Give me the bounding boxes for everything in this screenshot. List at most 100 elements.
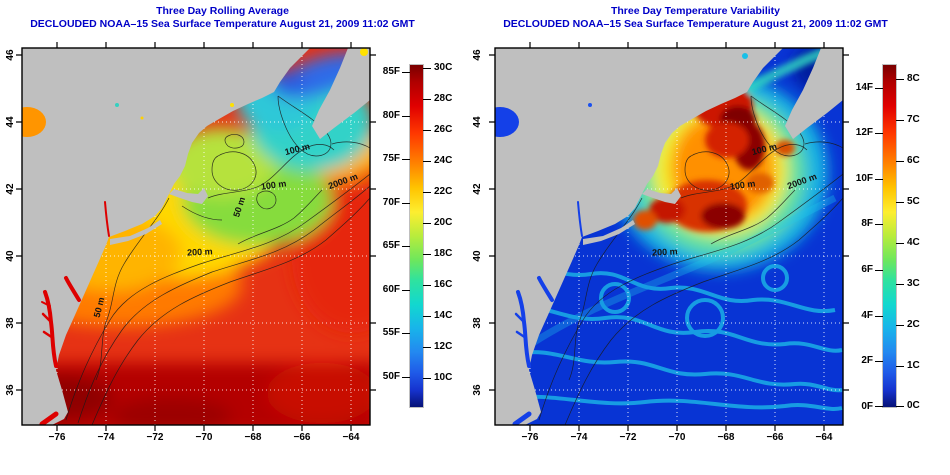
axis-ticks — [489, 42, 849, 431]
x-tick: −70 — [195, 432, 213, 443]
colorbar-c-label: 18C — [434, 248, 453, 259]
x-tick: −66 — [293, 432, 311, 443]
sst-average-map-canvas: 100 m 100 m 50 m 2000 m 200 m 50 m — [16, 42, 376, 431]
colorbar-f-label: 55F — [382, 327, 400, 338]
y-tick: 40 — [4, 250, 16, 262]
x-tick: −74 — [97, 432, 115, 443]
colorbar-f-label: 80F — [382, 110, 400, 121]
left-title: Three Day Rolling Average — [156, 5, 289, 17]
panel-sst-average: Three Day Rolling Average DECLOUDED NOAA… — [0, 0, 473, 475]
contour-label: 200 m — [187, 246, 213, 257]
colorbar-c-label: 16C — [434, 279, 453, 290]
colorbar-c-label: 22C — [434, 186, 453, 197]
colorbar-c-label: 26C — [434, 124, 453, 135]
colorbar-c-label: 8C — [907, 73, 920, 84]
colorbar-f-label: 65F — [382, 240, 400, 251]
right-title: Three Day Temperature Variability — [610, 5, 781, 17]
right-subtitle: DECLOUDED NOAA–15 Sea Surface Temperatur… — [503, 18, 888, 30]
colorbar-f-label: 85F — [382, 66, 400, 77]
colorbar-c-label: 14C — [434, 310, 453, 321]
y-tick: 38 — [4, 317, 16, 329]
lake-ontario — [22, 107, 46, 137]
map-frame — [494, 47, 844, 426]
colorbar-f-label: 0F — [861, 401, 873, 412]
contour-labels: 100 m 100 m 2000 m 200 m — [652, 141, 818, 258]
x-tick: −76 — [521, 432, 539, 443]
colorbar-f-label: 10F — [855, 173, 873, 184]
estuaries — [39, 201, 110, 425]
x-tick: −64 — [815, 432, 833, 443]
cape-cod — [642, 188, 681, 204]
colorbar-c-label: 7C — [907, 114, 920, 125]
colorbar-f-label: 60F — [382, 284, 400, 295]
high-variability-blobs — [633, 48, 827, 232]
x-tick: −76 — [48, 432, 66, 443]
colorbar-f-label: 12F — [855, 127, 873, 138]
sst-average-map: 100 m 100 m 50 m 2000 m 200 m 50 m — [16, 42, 376, 431]
variability-colorbar — [882, 64, 897, 408]
map-frame — [21, 47, 371, 426]
variability-swirls — [500, 194, 843, 411]
y-tick: 46 — [4, 49, 16, 61]
colorbar-f-label: 14F — [855, 82, 873, 93]
colorbar-f-label: 2F — [861, 355, 873, 366]
long-island — [583, 220, 635, 245]
contour-label: 50 m — [92, 296, 107, 318]
cape-cod — [169, 188, 208, 204]
long-island — [110, 220, 162, 245]
y-tick: 36 — [471, 384, 483, 396]
x-tick: −68 — [244, 432, 262, 443]
y-tick: 36 — [4, 384, 16, 396]
colorbar-f-label: 6F — [861, 264, 873, 275]
y-tick: 44 — [471, 116, 483, 128]
estuaries — [512, 201, 583, 425]
mainland-coast — [22, 48, 310, 425]
inland-water — [495, 53, 748, 425]
sst-variability-map: 100 m 100 m 2000 m 200 m — [489, 42, 849, 431]
colorbar-c-label: 20C — [434, 217, 453, 228]
inland-water — [22, 48, 368, 425]
contour-label: 100 m — [260, 178, 287, 191]
panel-sst-variability: Three Day Temperature Variability DECLOU… — [472, 0, 946, 475]
y-tick: 46 — [471, 49, 483, 61]
x-tick: −66 — [766, 432, 784, 443]
y-tick: 44 — [4, 116, 16, 128]
land-mask — [22, 48, 370, 425]
colorbar-f-label: 70F — [382, 197, 400, 208]
y-tick: 42 — [471, 183, 483, 195]
x-tick: −74 — [570, 432, 588, 443]
lake-ontario — [495, 107, 519, 137]
colorbar-c-label: 5C — [907, 196, 920, 207]
nova-scotia — [312, 48, 370, 139]
colorbar-c-label: 24C — [434, 155, 453, 166]
x-tick: −72 — [619, 432, 637, 443]
y-tick: 38 — [471, 317, 483, 329]
contour-label: 200 m — [652, 246, 678, 257]
colorbar-c-label: 1C — [907, 360, 920, 371]
left-subtitle: DECLOUDED NOAA–15 Sea Surface Temperatur… — [30, 18, 415, 30]
x-tick: −64 — [342, 432, 360, 443]
colorbar-c-label: 30C — [434, 62, 453, 73]
colorbar-c-label: 3C — [907, 278, 920, 289]
land-mask — [495, 48, 843, 425]
mainland-coast — [495, 48, 783, 425]
sst-variability-map-canvas: 100 m 100 m 2000 m 200 m — [489, 42, 849, 431]
axis-ticks — [16, 42, 376, 431]
temperature-colorbar — [409, 64, 424, 408]
colorbar-f-label: 4F — [861, 310, 873, 321]
x-tick: −72 — [146, 432, 164, 443]
x-tick: −70 — [668, 432, 686, 443]
colorbar-c-label: 12C — [434, 341, 453, 352]
nova-scotia — [785, 48, 843, 139]
colorbar-c-label: 6C — [907, 155, 920, 166]
colorbar-c-label: 0C — [907, 400, 920, 411]
contour-label: 100 m — [729, 178, 756, 191]
colorbar-c-label: 4C — [907, 237, 920, 248]
colorbar-c-label: 2C — [907, 319, 920, 330]
colorbar-c-label: 28C — [434, 93, 453, 104]
colorbar-f-label: 8F — [861, 218, 873, 229]
colorbar-c-label: 10C — [434, 372, 453, 383]
y-tick: 40 — [471, 250, 483, 262]
colorbar-f-label: 50F — [382, 371, 400, 382]
y-tick: 42 — [4, 183, 16, 195]
